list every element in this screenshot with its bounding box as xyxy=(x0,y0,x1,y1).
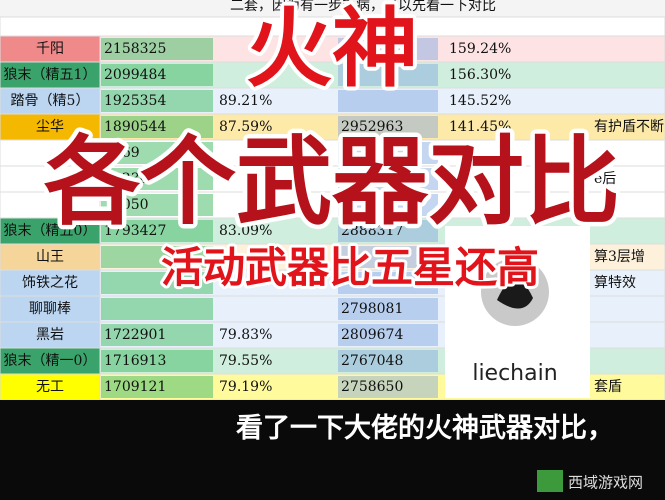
data-bar xyxy=(101,168,213,190)
table-cell: 1925354 xyxy=(104,93,166,109)
data-bar xyxy=(101,376,213,398)
data-bar xyxy=(338,64,438,86)
data-bar xyxy=(338,324,438,346)
watermark: 西域游戏网 xyxy=(568,474,643,492)
name-cell xyxy=(0,217,101,245)
top-note: 二套，因为有一步毛病，可以先看一下对比 xyxy=(230,0,496,14)
data-bar xyxy=(101,90,213,112)
table-cell: 山王 xyxy=(36,249,64,265)
watermark-icon xyxy=(537,470,563,492)
table-cell: 狼末（精五0） xyxy=(4,223,97,239)
table-cell: 1869 xyxy=(104,145,140,161)
data-bar xyxy=(338,220,438,242)
name-cell xyxy=(0,321,101,349)
table-cell: 1793427 xyxy=(104,223,166,239)
data-bar xyxy=(101,324,213,346)
table-cell: 79.19% xyxy=(219,379,272,395)
table-cell: 1716913 xyxy=(104,353,166,369)
table-cell: 87.59% xyxy=(219,119,272,135)
data-bar xyxy=(338,38,438,60)
name-cell xyxy=(0,373,101,401)
data-bar xyxy=(338,350,438,372)
name-cell xyxy=(0,61,101,89)
table-cell: 145.52% xyxy=(449,93,511,109)
logo-shape xyxy=(497,279,533,309)
data-bar xyxy=(101,350,213,372)
data-bar xyxy=(338,90,438,112)
tagline: 活动武器比五星还高 xyxy=(161,243,539,292)
table-cell: 聊聊棒 xyxy=(29,301,71,317)
caption: 看了一下大佬的火神武器对比， xyxy=(236,412,614,444)
table-cell: 踏骨（精5） xyxy=(11,93,90,109)
data-bar xyxy=(101,116,213,138)
data-bar xyxy=(338,298,438,320)
table-cell: 千阳 xyxy=(36,41,64,57)
table-cell: 黑岩 xyxy=(36,327,64,343)
table-cell: 2798081 xyxy=(341,301,403,317)
table-cell: 尘华 xyxy=(36,119,64,135)
table-cell: 79.55% xyxy=(219,353,272,369)
name-cell xyxy=(0,139,101,167)
table-cell: 18236 xyxy=(104,171,149,187)
data-bar xyxy=(101,38,213,60)
table-cell: 1722901 xyxy=(104,327,166,343)
table-cell: e后 xyxy=(594,171,616,187)
data-bar xyxy=(101,142,213,164)
table-cell: 饰铁之花 xyxy=(22,275,78,291)
name-cell xyxy=(0,87,101,115)
table-cell: 狼末（精五1） xyxy=(4,67,97,83)
table-cell: 无工 xyxy=(36,379,64,395)
table-cell: 156.30% xyxy=(449,67,511,83)
data-bar xyxy=(338,194,438,216)
name-cell xyxy=(0,191,101,219)
data-bar xyxy=(101,220,213,242)
name-cell xyxy=(0,165,101,193)
table-cell: 2099484 xyxy=(104,67,166,83)
table-cell: 算3层增 xyxy=(594,249,645,265)
table-cell: 2888317 xyxy=(341,223,403,239)
data-bar xyxy=(101,64,213,86)
table-cell: 2952963 xyxy=(341,119,403,135)
table-cell: 2809674 xyxy=(341,327,403,343)
table-cell: 2758650 xyxy=(341,379,403,395)
table-cell: 159.24% xyxy=(449,41,511,57)
table-cell: 89.21% xyxy=(219,93,272,109)
table-cell: 有护盾不断 xyxy=(594,119,664,135)
data-bar xyxy=(338,272,438,294)
data-bar xyxy=(338,246,438,268)
table-cell: 1890544 xyxy=(104,119,166,135)
table: 千阳 2158325 159.24% 狼末（精五1） 2099484 156.30% 踏骨（… xyxy=(0,16,665,401)
data-bar xyxy=(338,168,438,190)
table-cell: 79.83% xyxy=(219,327,272,343)
table-cell: 141.45% xyxy=(449,119,511,135)
name-cell xyxy=(0,113,101,141)
table-cell: 算特效 xyxy=(594,275,636,291)
table-cell: 18050 xyxy=(104,197,149,213)
title: 火神 xyxy=(246,0,418,99)
subtitle: 各个武器对比 xyxy=(44,126,620,238)
data-bar xyxy=(338,142,438,164)
data-bar xyxy=(338,116,438,138)
data-bar xyxy=(101,272,213,294)
logo-text: liechain xyxy=(472,361,557,386)
data-bar xyxy=(101,246,213,268)
table-cell: 1709121 xyxy=(104,379,166,395)
name-cell xyxy=(0,35,101,63)
table-cell: 2767048 xyxy=(341,353,403,369)
data-bar xyxy=(338,376,438,398)
table-cell: 2158325 xyxy=(104,41,166,57)
data-bar xyxy=(101,194,213,216)
table-cell: 狼末（精一0） xyxy=(4,353,97,369)
table-cell: 83.09% xyxy=(219,223,272,239)
data-bar xyxy=(101,298,213,320)
table-cell: 套盾 xyxy=(594,379,622,395)
name-cell xyxy=(0,243,101,271)
